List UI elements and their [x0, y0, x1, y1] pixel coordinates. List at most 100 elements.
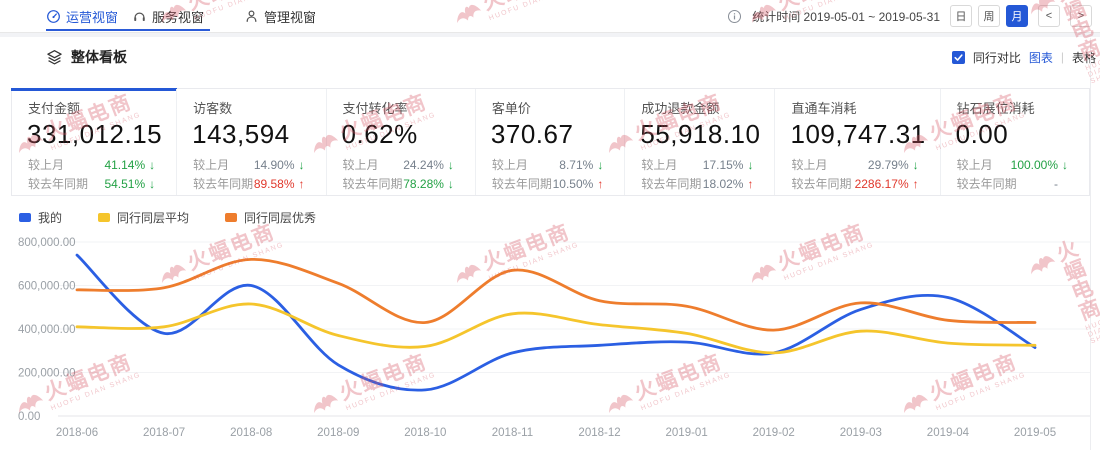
info-icon[interactable] — [727, 9, 742, 24]
axis-tick-label: 2018-07 — [143, 427, 185, 439]
trend-up-arrow-icon: ↑ — [912, 177, 919, 191]
kpi-card-4[interactable]: 客单价 370.67 较上月 8.71% ↓ 较去年同期 10.50% ↑ — [474, 89, 624, 195]
trend-down-arrow-icon: ↓ — [1062, 158, 1069, 172]
axis-tick-label: 2018-11 — [492, 427, 533, 439]
compare-label: 较上月 — [28, 158, 65, 172]
legend-item[interactable]: 我的 — [19, 209, 62, 226]
nav-tab-label: 服务视窗 — [152, 9, 205, 25]
axis-tick-label: 800,000.00 — [18, 237, 76, 249]
nav-tab-3[interactable]: 管理视窗 — [244, 7, 316, 26]
compare-value: 29.79% — [867, 158, 909, 172]
active-tab-underline — [46, 29, 210, 31]
kpi-card-7[interactable]: 钻石展位消耗 0.00 较上月 100.00% ↓ 较去年同期 - — [939, 89, 1089, 195]
trend-down-arrow-icon: ↓ — [912, 158, 919, 172]
nav-tabs: 运营视窗 服务视窗 管理视窗 — [46, 7, 316, 26]
board-toolbar: 整体看板 同行对比 图表 | 表格 — [0, 37, 1100, 77]
card-compare-row: 较去年同期 54.51% ↓ — [28, 177, 162, 191]
range-button-周[interactable]: 周 — [978, 5, 1000, 27]
compare-value: 14.90% — [253, 158, 295, 172]
card-compare-row: 较上月 8.71% ↓ — [492, 158, 610, 172]
peer-compare-checkbox[interactable] — [951, 50, 965, 64]
view-separator: | — [1060, 50, 1064, 64]
trend-up-arrow-icon: ↑ — [298, 177, 305, 191]
range-button-日[interactable]: 日 — [950, 5, 972, 27]
compare-label: 较去年同期 — [791, 177, 852, 191]
board-title: 整体看板 — [46, 47, 127, 67]
card-accent — [11, 88, 178, 91]
view-chart-link[interactable]: 图表 — [1028, 50, 1053, 65]
compare-value: 8.71% — [559, 158, 594, 172]
axis-tick-label: 2018-12 — [578, 427, 620, 439]
card-compare-row: 较去年同期 89.58% ↑ — [193, 177, 311, 191]
line-series-我的 — [75, 253, 1037, 392]
card-title: 钻石展位消耗 — [956, 101, 1035, 116]
kpi-card-2[interactable]: 访客数 143,594 较上月 14.90% ↓ 较去年同期 89.58% ↑ — [176, 89, 325, 195]
compare-label: 较上月 — [342, 158, 379, 172]
card-compare-row: 较上月 17.15% ↓ — [641, 158, 760, 172]
card-title: 成功退款金额 — [641, 101, 720, 116]
axis-tick-label: 2018-09 — [317, 427, 359, 439]
compare-value: 17.15% — [702, 158, 744, 172]
kpi-card-1[interactable]: 支付金额 331,012.15 较上月 41.14% ↓ 较去年同期 54.51% ↓ — [11, 88, 178, 195]
range-buttons: 日周月 — [950, 5, 1028, 27]
range-button-月[interactable]: 月 — [1006, 5, 1028, 27]
next-period-button[interactable]: > — [1070, 5, 1092, 27]
kpi-card-6[interactable]: 直通车消耗 109,747.31 较上月 29.79% ↓ 较去年同期 2286.17% ↑ — [774, 89, 939, 195]
gauge-icon — [46, 9, 61, 24]
kpi-cards: 支付金额 331,012.15 较上月 41.14% ↓ 较去年同期 54.51% ↓ 访客数 1… — [11, 88, 1090, 196]
card-compare-row: 较上月 24.24% ↓ — [343, 158, 461, 172]
compare-label: 较去年同期 — [193, 177, 254, 191]
axis-tick-label: 200,000.00 — [18, 368, 76, 380]
panel-right-border — [1090, 38, 1091, 450]
compare-label: 较上月 — [791, 158, 828, 172]
trend-down-arrow-icon: ↓ — [298, 158, 305, 172]
nav-tab-label: 管理视窗 — [264, 9, 317, 25]
compare-label: 较上月 — [491, 158, 528, 172]
card-compare-row: 较去年同期 - — [957, 177, 1075, 191]
card-compare-row: 较上月 100.00% ↓ — [957, 158, 1075, 172]
legend-item[interactable]: 同行同层优秀 — [225, 209, 316, 226]
card-value: 331,012.15 — [27, 119, 163, 149]
person-icon — [244, 9, 259, 24]
trend-down-arrow-icon: ↓ — [597, 158, 604, 172]
compare-value: 10.50% — [552, 177, 594, 191]
prev-period-button[interactable]: < — [1038, 5, 1060, 27]
card-value: 0.62% — [341, 119, 418, 149]
card-value: 0.00 — [955, 119, 1009, 149]
axis-tick-label: 2018-10 — [404, 427, 446, 439]
nav-tab-label: 运营视窗 — [66, 9, 119, 25]
axis-tick-label: 2018-08 — [230, 427, 272, 439]
axis-tick-label: 600,000.00 — [18, 281, 76, 293]
compare-label: 较上月 — [193, 158, 230, 172]
nav-tab-2[interactable]: 服务视窗 — [132, 7, 204, 26]
line-series-同行同层平均 — [75, 302, 1037, 355]
card-value: 55,918.10 — [640, 119, 761, 149]
card-title: 访客数 — [193, 101, 233, 116]
legend-swatch-icon — [98, 213, 111, 222]
nav-tab-1[interactable]: 运营视窗 — [46, 7, 118, 26]
kpi-card-5[interactable]: 成功退款金额 55,918.10 较上月 17.15% ↓ 较去年同期 18.02% ↑ — [624, 89, 774, 195]
compare-value: 54.51% — [104, 177, 146, 191]
trend-down-arrow-icon: ↓ — [149, 158, 156, 172]
legend-item[interactable]: 同行同层平均 — [98, 209, 189, 226]
compare-label: 较去年同期 — [342, 177, 403, 191]
card-compare-row: 较去年同期 78.28% ↓ — [343, 177, 461, 191]
board-title-text: 整体看板 — [71, 49, 127, 65]
kpi-card-3[interactable]: 支付转化率 0.62% 较上月 24.24% ↓ 较去年同期 78.28% ↓ — [325, 89, 475, 195]
peer-compare-label: 同行对比 — [972, 50, 1021, 65]
trend-down-arrow-icon: ↓ — [447, 158, 454, 172]
compare-label: 较上月 — [641, 158, 678, 172]
compare-value: 78.28% — [403, 177, 444, 191]
axis-tick-label: 2019-03 — [840, 427, 882, 439]
trend-down-arrow-icon: ↓ — [447, 177, 454, 191]
compare-value: 18.02% — [702, 177, 744, 191]
toolbar-right: 同行对比 图表 | 表格 — [951, 49, 1096, 66]
legend-swatch-icon — [19, 213, 31, 222]
compare-label: 较上月 — [956, 158, 993, 172]
compare-label: 较去年同期 — [641, 177, 702, 191]
card-compare-row: 较上月 14.90% ↓ — [193, 158, 311, 172]
view-table-link[interactable]: 表格 — [1071, 50, 1096, 65]
stat-time-label: 统计时间 2019-05-01 ~ 2019-05-31 — [752, 9, 940, 24]
axis-tick-label: 2019-01 — [666, 427, 708, 439]
